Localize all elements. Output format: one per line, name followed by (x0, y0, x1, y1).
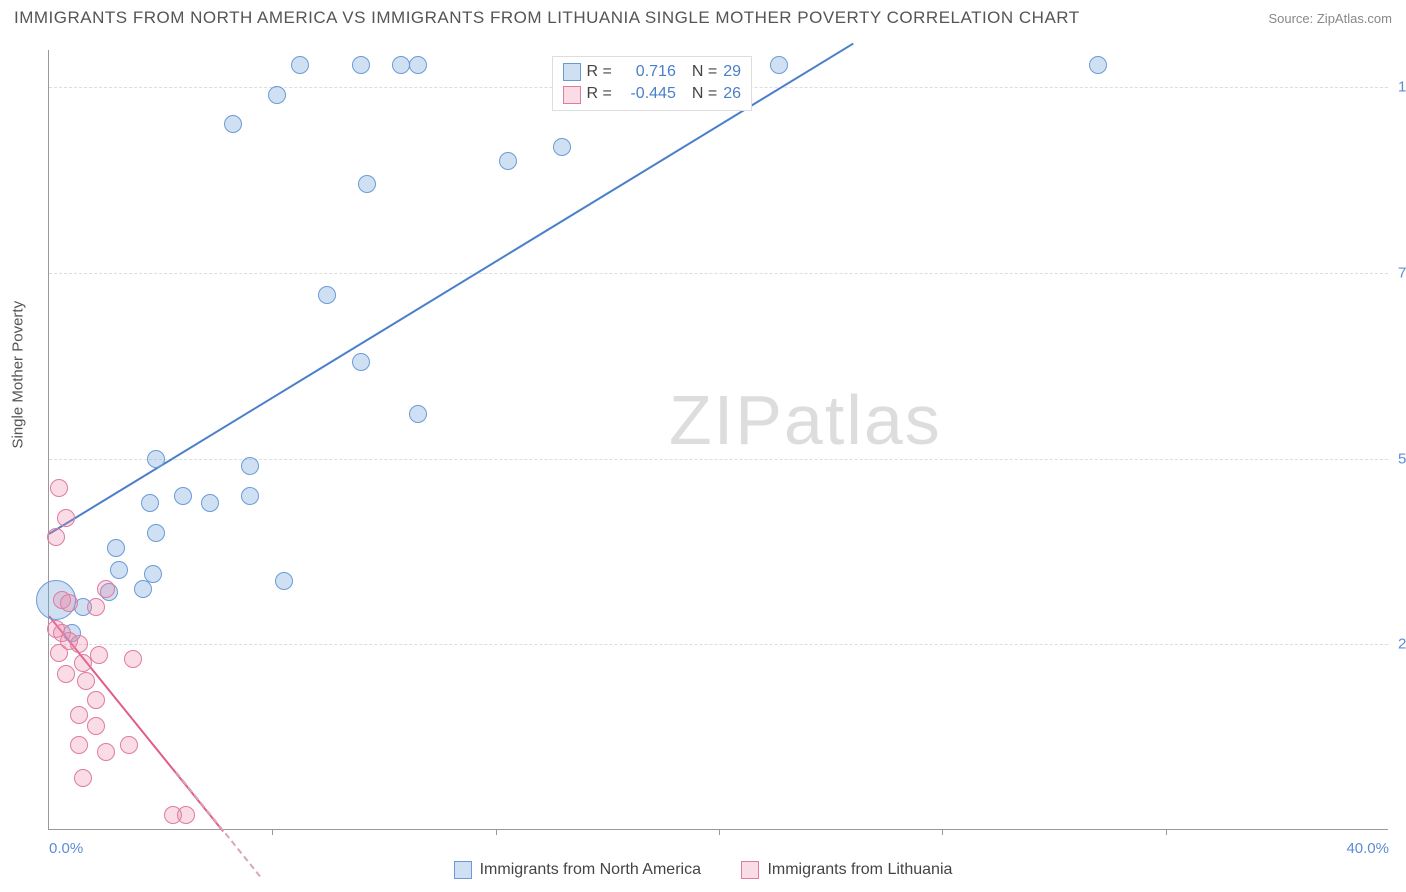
watermark-rest: atlas (784, 381, 942, 459)
data-point (275, 572, 293, 590)
data-point (147, 450, 165, 468)
data-point (90, 646, 108, 664)
data-point (57, 665, 75, 683)
data-point (60, 594, 78, 612)
correlation-legend-row: R = -0.445 N = 26 (563, 83, 741, 105)
data-point (144, 565, 162, 583)
data-point (352, 353, 370, 371)
data-point (120, 736, 138, 754)
legend-swatch-icon (563, 63, 581, 81)
data-point (87, 717, 105, 735)
n-value: 26 (723, 83, 741, 105)
x-tick-mark (719, 829, 720, 835)
legend-item-lithuania: Immigrants from Lithuania (741, 861, 952, 879)
data-point (318, 286, 336, 304)
watermark: ZIPatlas (669, 380, 942, 460)
y-tick-label: 50.0% (1398, 450, 1406, 467)
data-point (409, 405, 427, 423)
legend-item-north-america: Immigrants from North America (454, 861, 701, 879)
data-point (147, 524, 165, 542)
r-value: -0.445 (618, 83, 676, 105)
x-tick-label: 0.0% (49, 840, 83, 857)
data-point (409, 56, 427, 74)
scatter-chart: ZIPatlas 25.0%50.0%75.0%100.0%0.0%40.0%R… (48, 50, 1388, 830)
data-point (50, 644, 68, 662)
n-value: 29 (723, 61, 741, 83)
trend-line (48, 43, 853, 535)
swatch-north-america-icon (454, 861, 472, 879)
legend-label-lithuania: Immigrants from Lithuania (767, 861, 952, 879)
watermark-bold: ZIP (669, 381, 784, 459)
n-label: N = (692, 61, 717, 83)
data-point (110, 561, 128, 579)
source-attribution: Source: ZipAtlas.com (1268, 11, 1392, 26)
correlation-legend: R = 0.716 N = 29 R = -0.445 N = 26 (552, 56, 752, 111)
data-point (268, 86, 286, 104)
y-axis-label: Single Mother Poverty (10, 301, 27, 449)
legend-bottom: Immigrants from North America Immigrants… (0, 861, 1406, 884)
data-point (50, 479, 68, 497)
swatch-lithuania-icon (741, 861, 759, 879)
data-point (70, 635, 88, 653)
data-point (107, 539, 125, 557)
data-point (124, 650, 142, 668)
n-label: N = (692, 83, 717, 105)
legend-swatch-icon (563, 86, 581, 104)
data-point (70, 706, 88, 724)
y-tick-label: 75.0% (1398, 264, 1406, 281)
data-point (57, 509, 75, 527)
x-tick-mark (942, 829, 943, 835)
data-point (291, 56, 309, 74)
data-point (1089, 56, 1107, 74)
x-tick-mark (1166, 829, 1167, 835)
chart-title: IMMIGRANTS FROM NORTH AMERICA VS IMMIGRA… (14, 8, 1080, 28)
correlation-legend-row: R = 0.716 N = 29 (563, 61, 741, 83)
data-point (201, 494, 219, 512)
data-point (224, 115, 242, 133)
r-value: 0.716 (618, 61, 676, 83)
data-point (352, 56, 370, 74)
data-point (87, 598, 105, 616)
data-point (174, 487, 192, 505)
data-point (70, 736, 88, 754)
data-point (77, 672, 95, 690)
gridline-horizontal (49, 644, 1388, 645)
data-point (241, 457, 259, 475)
data-point (553, 138, 571, 156)
r-label: R = (587, 83, 612, 105)
data-point (87, 691, 105, 709)
r-label: R = (587, 61, 612, 83)
data-point (177, 806, 195, 824)
source-name: ZipAtlas.com (1317, 11, 1392, 26)
legend-label-north-america: Immigrants from North America (480, 861, 701, 879)
data-point (358, 175, 376, 193)
source-label: Source: (1268, 11, 1316, 26)
data-point (74, 654, 92, 672)
data-point (770, 56, 788, 74)
x-tick-mark (272, 829, 273, 835)
data-point (241, 487, 259, 505)
data-point (392, 56, 410, 74)
x-tick-mark (496, 829, 497, 835)
gridline-horizontal (49, 273, 1388, 274)
y-tick-label: 100.0% (1398, 79, 1406, 96)
data-point (499, 152, 517, 170)
data-point (47, 528, 65, 546)
y-tick-label: 25.0% (1398, 636, 1406, 653)
title-bar: IMMIGRANTS FROM NORTH AMERICA VS IMMIGRA… (0, 0, 1406, 32)
data-point (74, 769, 92, 787)
data-point (141, 494, 159, 512)
data-point (97, 743, 115, 761)
data-point (97, 580, 115, 598)
x-tick-label: 40.0% (1346, 840, 1389, 857)
